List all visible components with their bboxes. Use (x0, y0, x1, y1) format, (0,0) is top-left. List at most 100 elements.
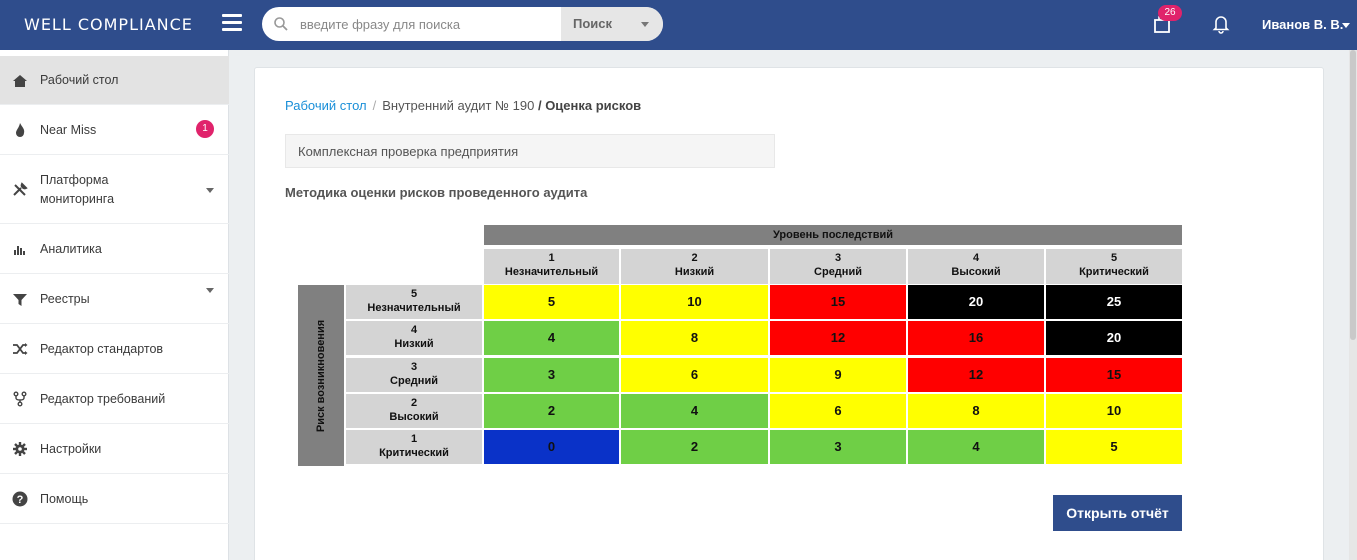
column-name: Высокий (951, 266, 1001, 278)
bell-icon[interactable] (1212, 14, 1230, 34)
matrix-cell: 25 (1046, 285, 1182, 319)
matrix-column-header: 5 Критический (1046, 249, 1182, 284)
matrix-cell: 20 (1046, 321, 1182, 355)
matrix-cell: 15 (770, 285, 906, 319)
matrix-cell: 20 (908, 285, 1044, 319)
sidebar-item-label: Настройки (40, 442, 102, 456)
column-name: Незначительный (504, 266, 599, 278)
svg-text:?: ? (17, 494, 24, 506)
sidebar-item-label: Рабочий стол (40, 73, 119, 87)
row-number: 4 (410, 324, 418, 336)
bar-chart-icon (14, 246, 25, 255)
row-number: 2 (410, 397, 418, 409)
sidebar-item-standards-editor[interactable]: Редактор стандартов (0, 324, 229, 374)
section-title: Методика оценки рисков проведенного ауди… (285, 185, 588, 200)
row-number: 3 (410, 361, 418, 373)
matrix-side-label-wrap: Риск возникновения (298, 285, 344, 466)
sidebar-item-requirements-editor[interactable]: Редактор требований (0, 374, 229, 424)
matrix-cell: 4 (484, 321, 619, 355)
breadcrumb-audit[interactable]: Внутренний аудит № 190 (382, 98, 535, 113)
sidebar-item-label: Редактор стандартов (40, 342, 164, 356)
help-icon: ? (12, 491, 28, 507)
top-bar: WELL COMPLIANCE Поиск 26 Иванов В. В. (0, 0, 1357, 50)
sidebar-item-analytics[interactable]: Аналитика (0, 224, 229, 274)
column-number: 3 (834, 252, 842, 264)
matrix-cell: 5 (1046, 430, 1182, 464)
matrix-column-header: 3 Средний (770, 249, 906, 284)
search-bar: Поиск (262, 7, 663, 41)
row-number: 5 (410, 288, 418, 300)
matrix-header: Уровень последствий (484, 225, 1182, 245)
matrix-row-header: 5 Незначительный (346, 285, 482, 319)
sidebar-item-label: Near Miss (40, 123, 97, 137)
scrollbar[interactable] (1349, 50, 1357, 560)
chevron-down-icon[interactable] (641, 22, 649, 27)
matrix-cell: 0 (484, 430, 619, 464)
row-name: Средний (390, 375, 438, 387)
chevron-down-icon[interactable] (206, 188, 214, 193)
breadcrumb-home-link[interactable]: Рабочий стол (285, 98, 367, 113)
matrix-cell: 10 (621, 285, 768, 319)
matrix-cell: 15 (1046, 358, 1182, 392)
tools-icon (13, 182, 28, 196)
column-name: Критический (1079, 266, 1149, 278)
search-input[interactable] (300, 7, 558, 41)
sidebar: Рабочий стол Near Miss 1 Платформа монит… (0, 50, 229, 560)
matrix-row-header: 1 Критический (346, 430, 482, 464)
matrix-cell: 2 (484, 394, 619, 428)
search-button[interactable]: Поиск (561, 7, 663, 41)
scrollbar-thumb[interactable] (1350, 50, 1356, 340)
matrix-cell: 4 (621, 394, 768, 428)
matrix-column-header: 1 Незначительный (484, 249, 619, 284)
matrix-cell: 16 (908, 321, 1044, 355)
fork-icon (13, 391, 27, 407)
matrix-column-header: 2 Низкий (621, 249, 768, 284)
chevron-down-icon[interactable] (1342, 23, 1350, 28)
breadcrumb-current: Оценка рисков (545, 98, 642, 113)
breadcrumb-current-sep: / (537, 98, 542, 113)
near-miss-badge: 1 (196, 120, 214, 138)
menu-toggle-icon[interactable] (222, 14, 242, 32)
column-number: 5 (1110, 252, 1118, 264)
sidebar-item-near-miss[interactable]: Near Miss 1 (0, 105, 229, 155)
main-card: Рабочий стол / Внутренний аудит № 190 / Оц… (254, 67, 1324, 560)
gear-icon (13, 442, 27, 456)
sidebar-item-label: Аналитика (40, 242, 102, 256)
matrix-cell: 8 (908, 394, 1044, 428)
row-name: Низкий (394, 338, 434, 350)
row-number: 1 (410, 433, 418, 445)
sidebar-item-label: мониторинга (40, 192, 115, 206)
sidebar-item-registries[interactable]: Реестры (0, 274, 229, 324)
breadcrumb: Рабочий стол / Внутренний аудит № 190 / Оц… (285, 98, 642, 113)
row-name: Критический (379, 447, 449, 459)
risk-matrix: Уровень последствий Риск возникновения 1… (255, 68, 1325, 560)
flame-icon (16, 123, 25, 137)
matrix-row-header: 4 Низкий (346, 321, 482, 355)
column-number: 2 (691, 252, 698, 264)
column-name: Средний (814, 266, 862, 278)
column-number: 4 (972, 252, 980, 264)
matrix-cell: 5 (484, 285, 619, 319)
matrix-side-bar (298, 285, 344, 466)
open-report-button[interactable]: Открыть отчёт (1053, 495, 1182, 531)
brand-logo[interactable]: WELL COMPLIANCE (24, 15, 193, 34)
cart-count-badge: 26 (1158, 5, 1182, 21)
chevron-down-icon[interactable] (206, 288, 214, 293)
column-name: Низкий (674, 266, 715, 278)
row-name: Незначительный (367, 302, 461, 314)
sidebar-item-label: Реестры (40, 292, 90, 306)
matrix-cell: 10 (1046, 394, 1182, 428)
sidebar-item-monitoring[interactable]: Платформа мониторинга (0, 155, 229, 224)
matrix-row-header: 3 Средний (346, 358, 482, 392)
sidebar-item-help[interactable]: ? Помощь (0, 474, 229, 524)
matrix-side-label: Риск возникновения (315, 319, 327, 432)
audit-name-field: Комплексная проверка предприятия (285, 134, 775, 168)
sidebar-item-desktop[interactable]: Рабочий стол (0, 56, 229, 105)
matrix-cell: 8 (621, 321, 768, 355)
user-menu[interactable]: Иванов В. В. (1262, 17, 1344, 32)
matrix-cell: 6 (621, 358, 768, 392)
shuffle-icon (13, 343, 28, 355)
sidebar-item-label: Платформа (40, 173, 109, 187)
matrix-cell: 4 (908, 430, 1044, 464)
sidebar-item-settings[interactable]: Настройки (0, 424, 229, 474)
